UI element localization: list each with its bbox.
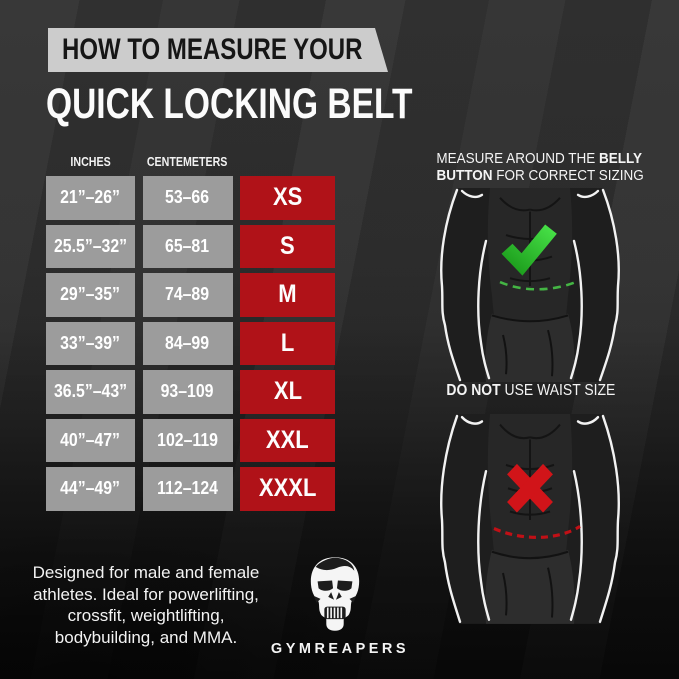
table-cell-inches: 40”–47”	[46, 418, 135, 462]
table-cell-size: XS	[240, 176, 335, 220]
table-cell-inches: 33”–39”	[46, 321, 135, 365]
table-cell-inches: 25.5”–32”	[46, 224, 135, 268]
table-cell-size: XXXL	[240, 467, 335, 511]
page-title: QUICK LOCKING BELT	[46, 79, 413, 128]
waist-warning: DO NOT USE WAIST SIZE	[446, 382, 616, 399]
table-cell-inches: 29”–35”	[46, 273, 135, 317]
table-cell-inches: 36.5”–43”	[46, 370, 135, 414]
table-cell-size: XL	[240, 370, 335, 414]
table-cell-cm: 84–99	[142, 321, 233, 365]
size-table: 21”–26” 53–66 XS 25.5”–32” 65–81 S 29”–3…	[46, 176, 335, 511]
torso-incorrect-figure	[439, 414, 621, 626]
green-checkmark-icon	[501, 224, 557, 276]
header-eyebrow: HOW TO MEASURE YOUR	[62, 33, 363, 66]
table-cell-size: M	[240, 273, 335, 317]
brand-wordmark: GYMREAPERS	[270, 641, 410, 657]
measure-instruction: MEASURE AROUND THE BELLY BUTTON FOR CORR…	[436, 150, 644, 184]
column-header-centimeters: CENTEMETERS	[147, 153, 228, 169]
table-cell-cm: 102–119	[142, 418, 233, 462]
skull-icon	[310, 557, 360, 631]
table-cell-inches: 44”–49”	[46, 467, 135, 511]
table-cell-cm: 93–109	[142, 370, 233, 414]
header-banner: HOW TO MEASURE YOUR	[48, 28, 388, 72]
table-cell-cm: 112–124	[142, 467, 233, 511]
table-cell-size: S	[240, 224, 335, 268]
table-cell-size: XXL	[240, 418, 335, 462]
table-cell-cm: 74–89	[142, 273, 233, 317]
product-description: Designed for male and female athletes. I…	[32, 563, 260, 647]
torso-correct-figure	[440, 188, 620, 384]
table-cell-cm: 53–66	[142, 176, 233, 220]
red-cross-icon	[507, 463, 553, 513]
table-cell-cm: 65–81	[142, 224, 233, 268]
belly-button-dashed-line	[499, 279, 579, 291]
table-cell-size: L	[240, 321, 335, 365]
table-cell-inches: 21”–26”	[46, 176, 135, 220]
column-header-inches: INCHES	[70, 153, 111, 169]
